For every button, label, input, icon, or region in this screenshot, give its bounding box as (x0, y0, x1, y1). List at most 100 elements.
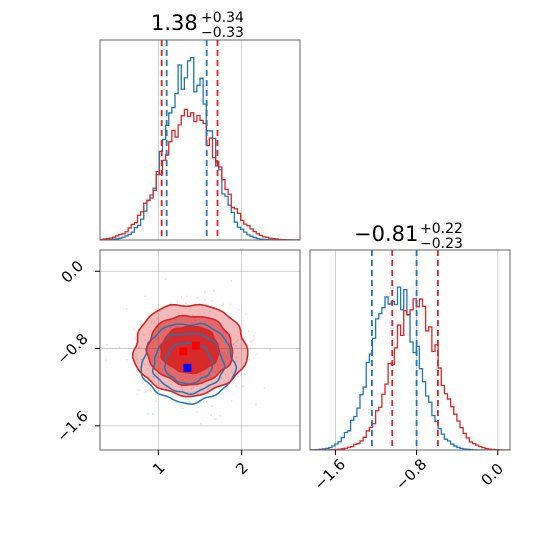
marginal-x-quantile-lines (160, 40, 219, 240)
joint-scatter-point (152, 375, 154, 378)
joint-scatter-point (138, 320, 141, 322)
joint-scatter-point (152, 322, 155, 325)
joint-scatter-point (95, 357, 97, 359)
joint-scatter-point (255, 353, 257, 356)
joint-scatter-point (147, 367, 149, 370)
joint-scatter-point (252, 338, 255, 341)
joint-scatter-point (230, 280, 233, 282)
joint-scatter-point (232, 343, 234, 346)
marginal-x-grid (157, 40, 243, 240)
joint-scatter-point (235, 345, 237, 348)
joint-scatter-point (153, 320, 156, 322)
joint-y-tick-label: −0.8 (53, 330, 91, 368)
marginal-y-x-tick-label: −0.8 (392, 455, 430, 493)
joint-scatter-point (144, 363, 146, 366)
joint-scatter-point (104, 359, 107, 361)
joint-scatter-point (126, 358, 128, 361)
joint-scatter-point (136, 357, 138, 360)
joint-scatter-point (155, 373, 157, 375)
joint-scatter-point (230, 400, 233, 402)
marginal-y-title-value: −0.81 (354, 222, 418, 246)
joint-scatter-point (248, 358, 250, 361)
joint-scatter-point (148, 376, 150, 378)
joint-scatter-point (213, 289, 215, 292)
marginal-y-title-lower: −0.23 (420, 236, 463, 252)
joint-scatter-point (180, 386, 183, 388)
joint-scatter-point (235, 356, 238, 359)
joint-scatter-point (242, 385, 244, 388)
joint-scatter-point (177, 312, 180, 314)
joint-scatter-point (137, 389, 140, 391)
joint-scatter-point (207, 393, 209, 395)
joint-scatter-point (164, 278, 167, 281)
joint-scatter-point (221, 305, 223, 307)
joint-marker (191, 341, 200, 350)
joint-scatter-point (152, 376, 155, 379)
joint-scatter-point (118, 346, 121, 349)
joint-scatter-point (140, 358, 143, 361)
joint-scatter-point (238, 309, 241, 312)
joint-scatter-point (211, 405, 214, 408)
joint-scatter-point (224, 374, 227, 376)
joint-scatter-point (200, 423, 202, 425)
joint-contour-line (151, 332, 226, 396)
joint-scatter-point (220, 377, 223, 379)
joint-scatter-point (146, 413, 149, 416)
joint-scatter-point (167, 315, 169, 317)
marginal-y-title-upper: +0.22 (420, 221, 463, 237)
joint-frame (99, 249, 301, 451)
joint-contour-outline (160, 325, 220, 375)
marginal-x-title-upper: +0.34 (201, 10, 244, 26)
joint-scatter-point (214, 314, 217, 316)
joint-scatter-point (190, 391, 192, 394)
joint-scatter-point (149, 390, 152, 392)
joint-scatter-point (138, 375, 141, 378)
joint-scatter-point (182, 407, 184, 410)
joint-scatter-point (235, 360, 238, 363)
joint-scatter-point (204, 291, 206, 294)
joint-scatter-point (243, 373, 246, 375)
joint-scatter-point (133, 363, 135, 366)
joint-scatter-point (144, 339, 146, 341)
joint-scatter-point (219, 414, 221, 417)
joint-scatter-point (233, 342, 235, 345)
joint-scatter-point (180, 405, 182, 408)
joint-scatter-point (151, 413, 154, 415)
joint-scatter-point (204, 298, 206, 301)
joint-scatter-point (195, 385, 198, 387)
joint-scatter-point (236, 339, 239, 341)
joint-contour-outline (145, 314, 234, 386)
joint-scatter-point (125, 307, 128, 310)
joint-scatter-point (190, 387, 193, 390)
joint-scatter-point (207, 383, 209, 385)
marginal-y-x-tick-label: −1.6 (311, 455, 349, 493)
joint-scatter-point (139, 321, 142, 324)
joint-scatter-point (165, 386, 168, 389)
joint-scatter-point (154, 309, 157, 311)
marginal-x-title-value: 1.38 (151, 11, 198, 35)
joint-contours (132, 303, 249, 405)
joint-scatter-point (150, 321, 153, 323)
marginal-x-title-lower: −0.33 (201, 25, 244, 41)
joint-scatter-point (208, 310, 211, 313)
joint-scatter-point (156, 318, 159, 320)
joint-scatter-point (250, 340, 253, 343)
marginal-y-quantile-lines (371, 250, 439, 450)
joint-scatter-point (137, 362, 139, 364)
joint-scatter-point (237, 375, 240, 378)
joint-scatter-point (207, 388, 210, 390)
joint-scatter-point (205, 400, 208, 403)
marginal-y-ticks: −1.6 −0.8 0.0 (311, 450, 507, 494)
joint-scatter-point (144, 295, 147, 297)
joint-scatter-point (237, 352, 240, 355)
joint-scatter-point (203, 312, 206, 314)
joint-scatter-point (138, 346, 140, 348)
joint-scatter-point (210, 414, 213, 417)
joint-scatter-point (248, 330, 250, 333)
joint-x-tick-label: 2 (232, 459, 251, 478)
joint-scatter-point (209, 398, 212, 400)
joint-scatter-point (144, 391, 147, 393)
joint-scatter-point (237, 356, 240, 358)
joint-contour-line (140, 322, 238, 405)
marginal-y-panel: −1.6 −0.8 0.0 −0.81 +0.22 −0.23 (309, 221, 511, 494)
